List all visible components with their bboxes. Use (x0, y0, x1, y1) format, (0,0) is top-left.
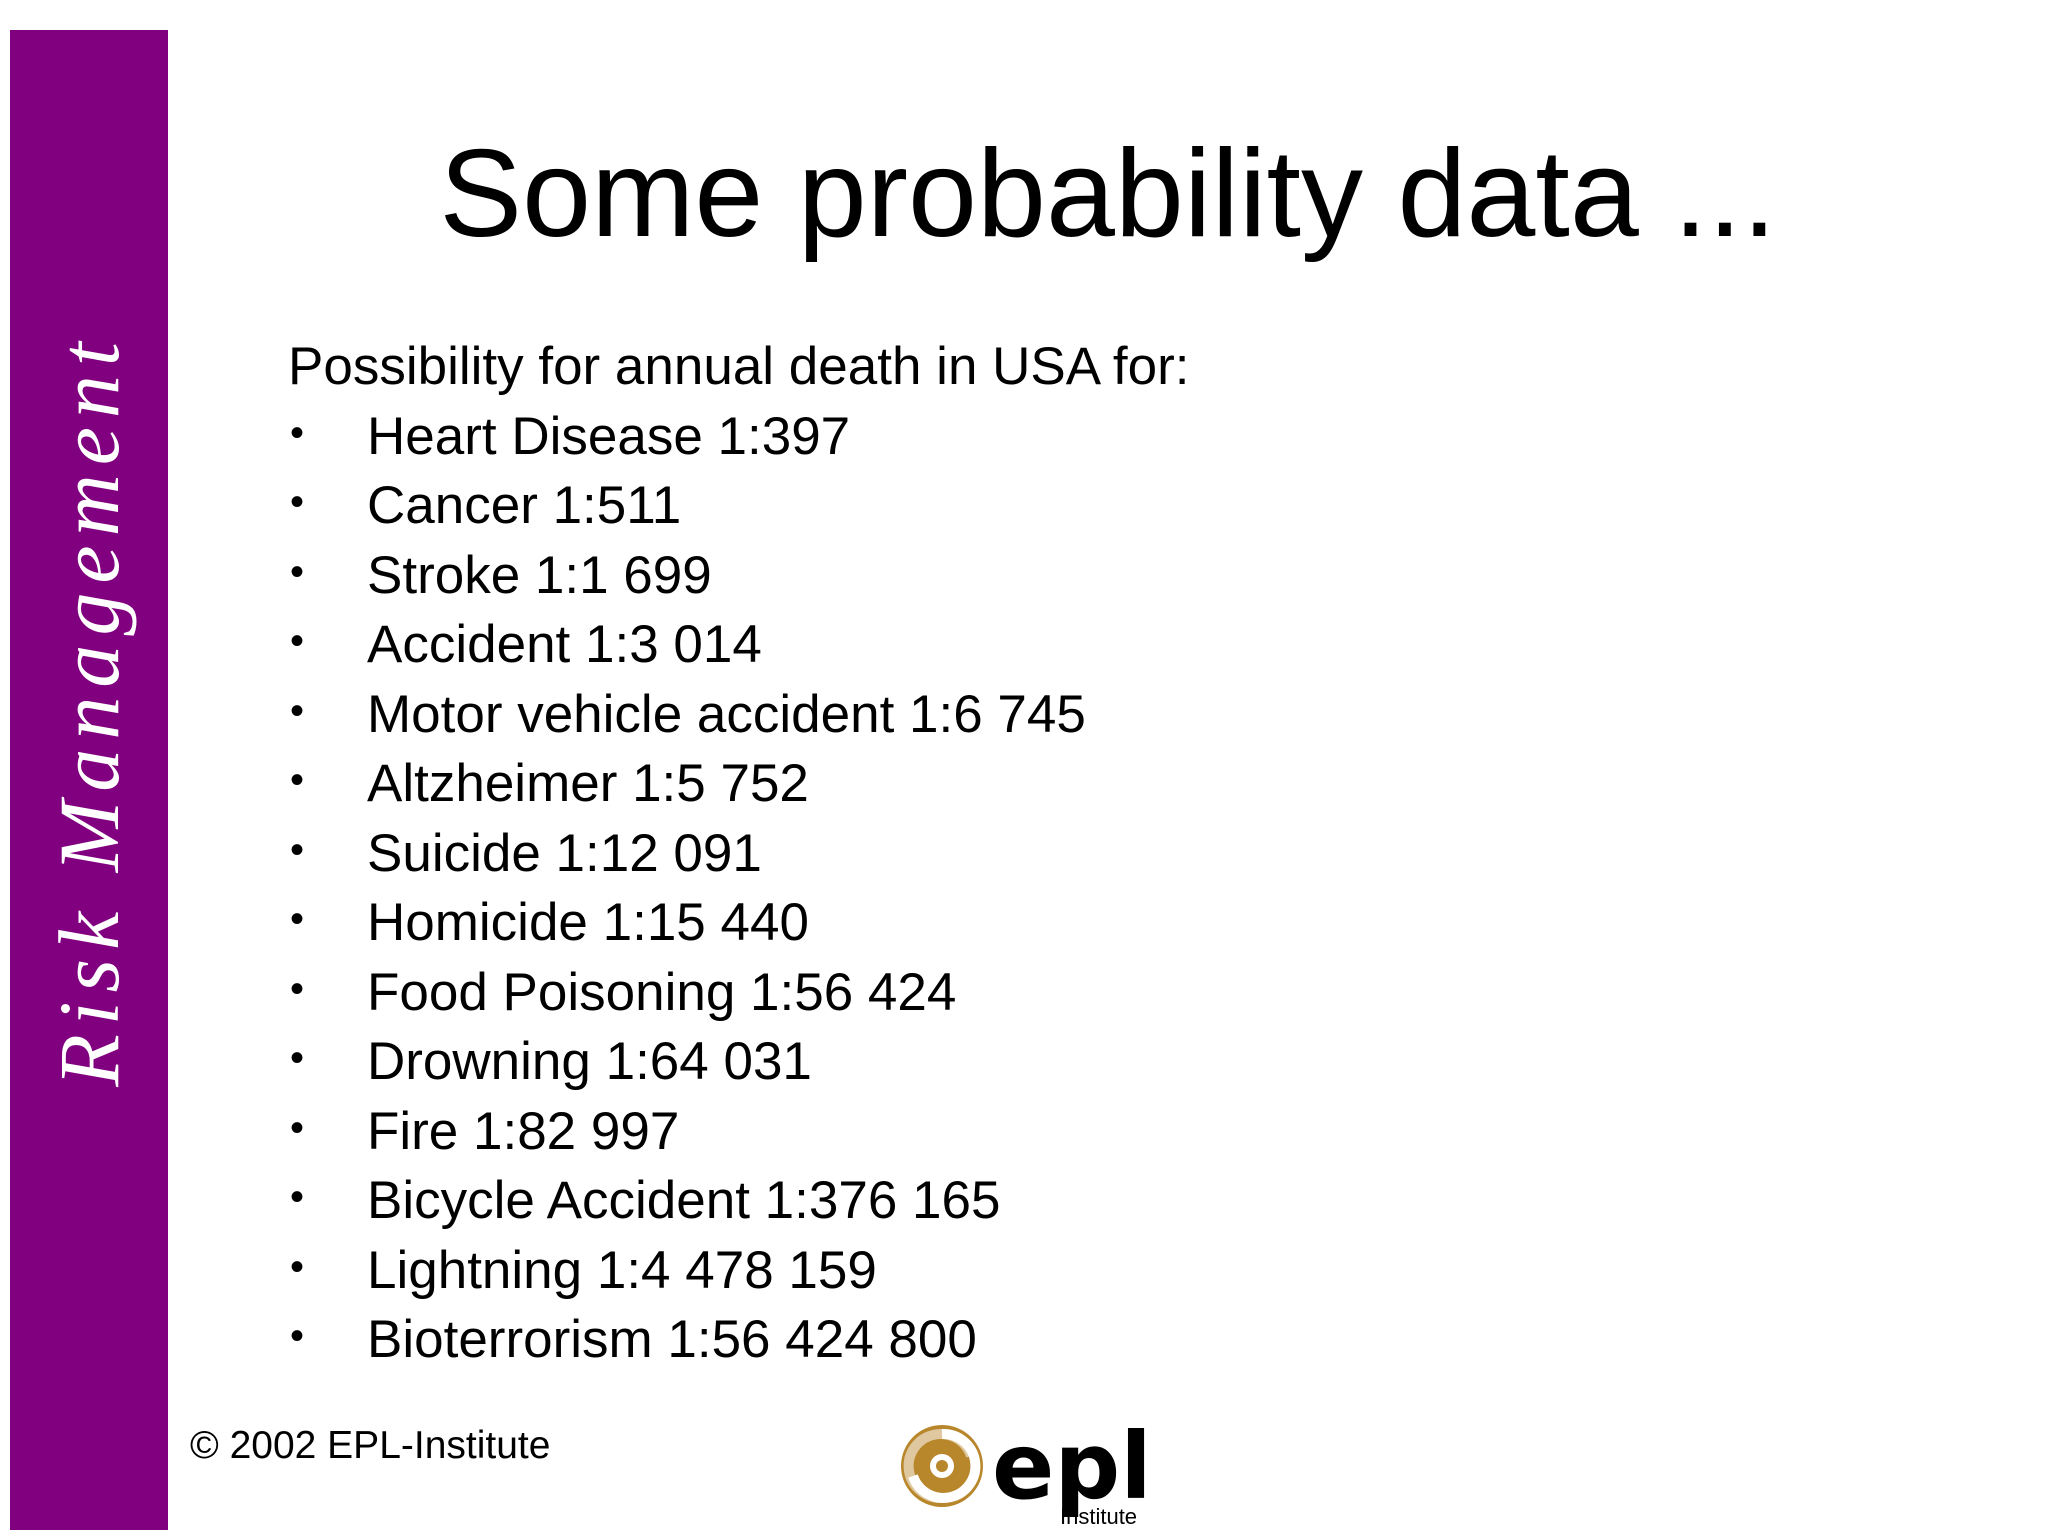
item-label: Heart Disease 1:397 (367, 406, 851, 466)
bullet-icon: • (290, 1244, 305, 1289)
item-label: Altzheimer 1:5 752 (367, 754, 809, 813)
bullet-icon: • (290, 619, 305, 663)
intro-text: Possibility for annual death in USA for: (288, 337, 1190, 396)
copyright-notice: © 2002 EPL-Institute (190, 1424, 551, 1467)
item-label: Drowning 1:64 031 (367, 1032, 812, 1091)
list-item: • Motor vehicle accident 1:6 745 (288, 680, 1190, 750)
bullet-icon: • (290, 1105, 305, 1150)
bullet-icon: • (290, 549, 305, 594)
logo-wordmark: epl (992, 1418, 1150, 1520)
list-item: • Drowning 1:64 031 (288, 1027, 1190, 1097)
item-label: Food Poisoning 1:56 424 (367, 962, 957, 1022)
slide-content: Possibility for annual death in USA for:… (288, 332, 1190, 1375)
sidebar-title: Risk Management (41, 333, 137, 1087)
item-label: Bioterrorism 1:56 424 800 (367, 1310, 977, 1369)
list-item: • Altzheimer 1:5 752 (288, 749, 1190, 819)
bullet-icon: • (290, 758, 305, 802)
item-label: Accident 1:3 014 (367, 615, 762, 674)
list-item: • Homicide 1:15 440 (288, 888, 1190, 958)
sidebar-band: Risk Management (10, 30, 168, 1530)
bullet-icon: • (290, 1314, 305, 1358)
item-label: Stroke 1:1 699 (367, 545, 712, 605)
item-label: Motor vehicle accident 1:6 745 (367, 684, 1086, 744)
bullet-icon: • (290, 897, 305, 941)
list-item: • Bioterrorism 1:56 424 800 (288, 1305, 1190, 1375)
bullet-icon: • (290, 966, 305, 1011)
epl-institute-logo: epl Institute (900, 1418, 1150, 1530)
list-item: • Cancer 1:511 (288, 471, 1190, 541)
bullet-icon: • (290, 480, 305, 524)
slide-title: Some probability data ... (439, 125, 1777, 263)
item-label: Bicycle Accident 1:376 165 (367, 1171, 1001, 1230)
swirl-emblem-icon (901, 1425, 983, 1507)
list-item: • Lightning 1:4 478 159 (288, 1236, 1190, 1306)
item-label: Cancer 1:511 (367, 476, 682, 535)
item-label: Lightning 1:4 478 159 (367, 1240, 877, 1300)
list-item: • Fire 1:82 997 (288, 1097, 1190, 1167)
bullet-icon: • (290, 1036, 305, 1080)
list-item: • Food Poisoning 1:56 424 (288, 958, 1190, 1028)
list-item: • Heart Disease 1:397 (288, 402, 1190, 472)
item-label: Suicide 1:12 091 (367, 823, 762, 883)
item-label: Homicide 1:15 440 (367, 893, 809, 952)
item-label: Fire 1:82 997 (367, 1101, 680, 1161)
bullet-icon: • (290, 1175, 305, 1219)
list-item: • Suicide 1:12 091 (288, 819, 1190, 889)
bullet-icon: • (290, 827, 305, 872)
logo-subtext: Institute (1060, 1504, 1137, 1529)
list-item: • Bicycle Accident 1:376 165 (288, 1166, 1190, 1236)
bullet-icon: • (290, 688, 305, 733)
list-item: • Stroke 1:1 699 (288, 541, 1190, 611)
bullet-icon: • (290, 410, 305, 455)
probability-list: • Heart Disease 1:397 • Cancer 1:511 • Stro… (288, 402, 1190, 1375)
list-item: • Accident 1:3 014 (288, 610, 1190, 680)
